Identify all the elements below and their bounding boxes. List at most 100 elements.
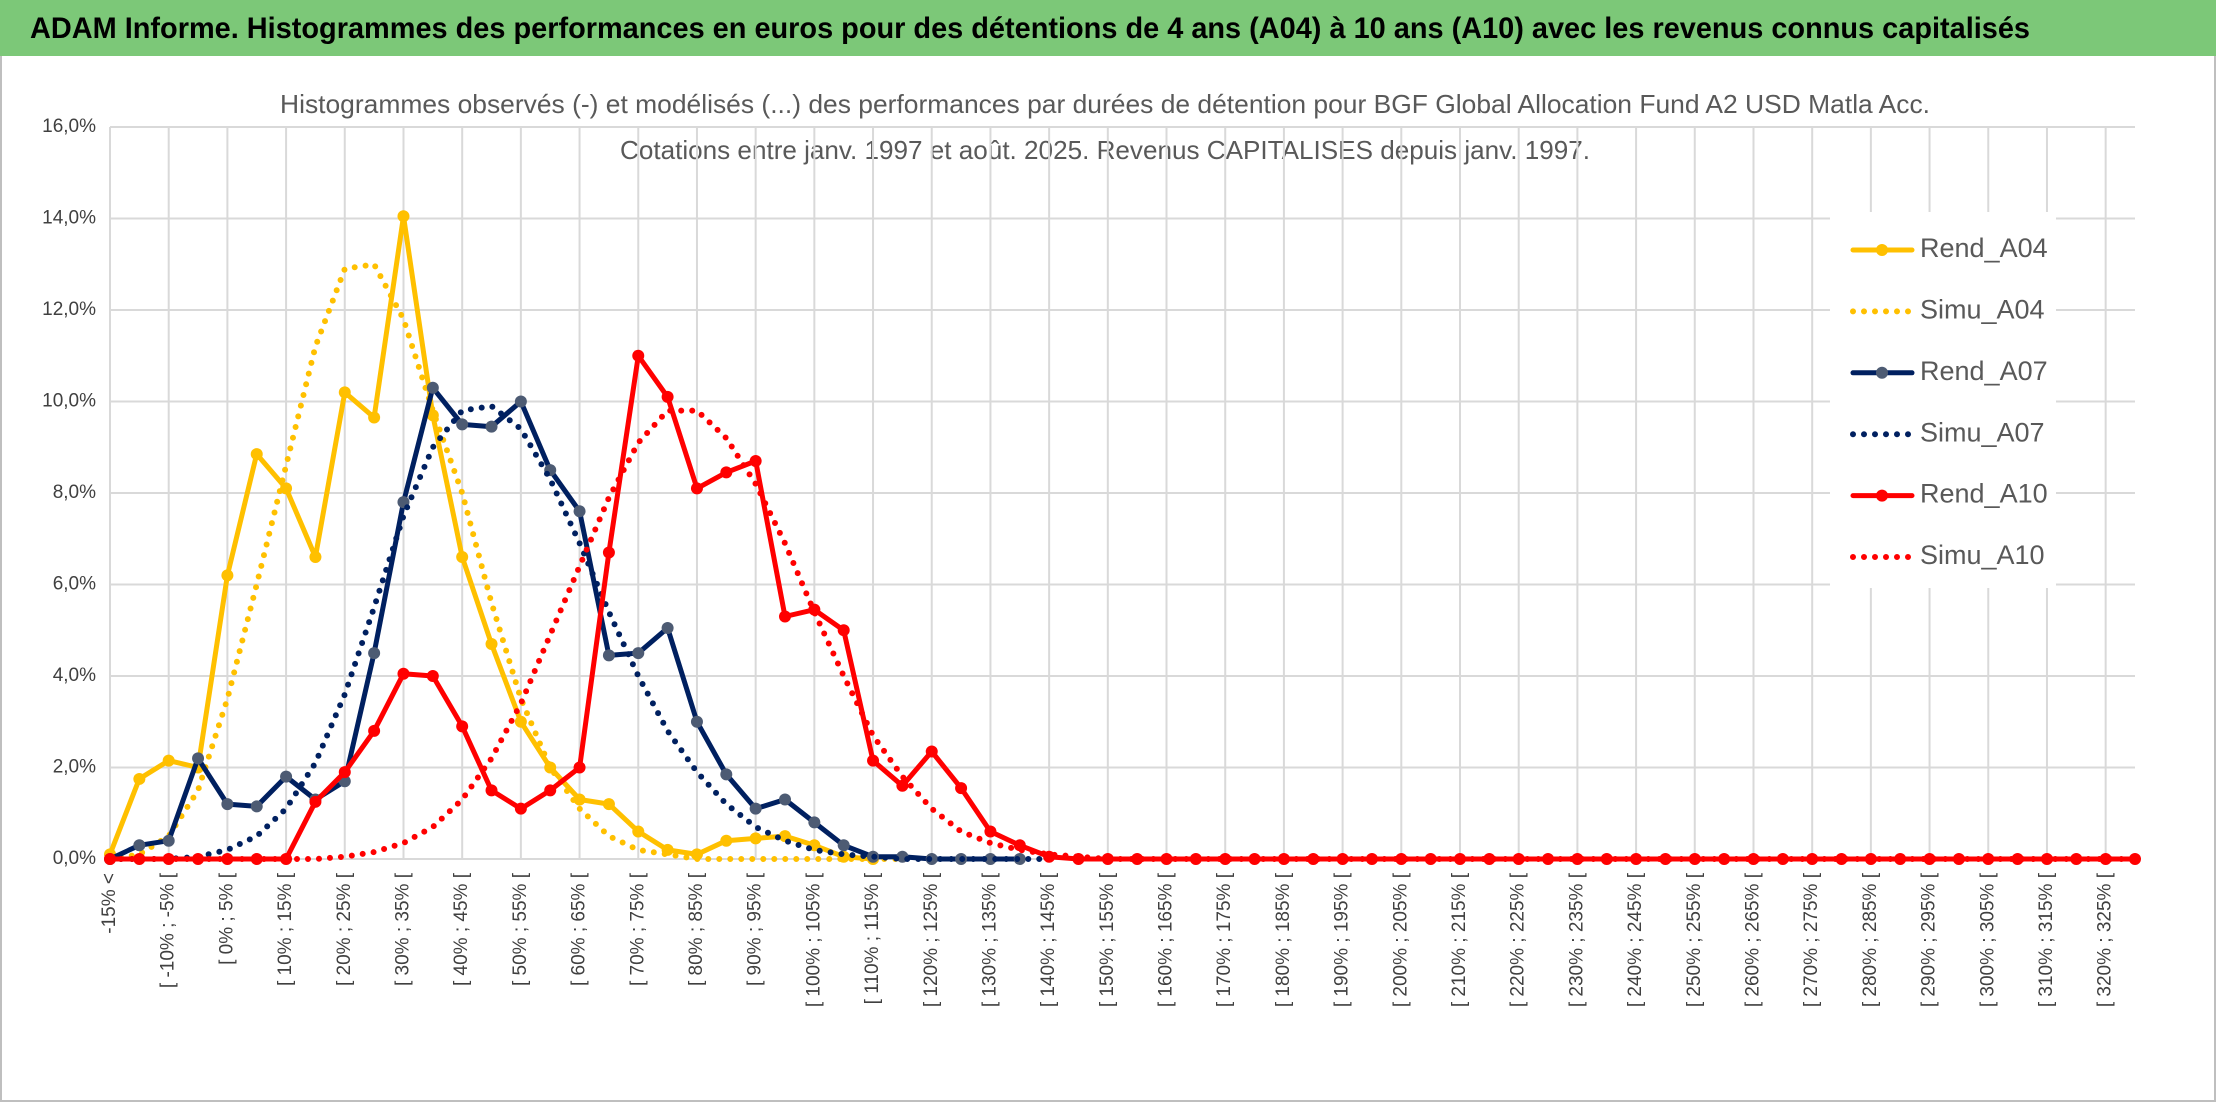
x-tick-label: [ 290% ; 295% [: [1919, 872, 1940, 1007]
series-marker: [573, 761, 586, 774]
series-marker: [162, 834, 175, 847]
series-marker: [426, 670, 439, 682]
series-marker: [309, 551, 322, 564]
x-tick-label: [ 90% ; 95% [: [745, 872, 766, 986]
series-marker: [749, 832, 762, 845]
series-marker: [1659, 853, 1672, 865]
series-marker: [280, 770, 293, 783]
series-marker: [250, 800, 263, 813]
legend-label: Simu_A10: [1920, 540, 2045, 570]
x-tick-label: [ 70% ; 75% [: [627, 872, 648, 986]
series-marker: [837, 839, 850, 852]
series-marker: [485, 784, 498, 797]
series-marker: [280, 482, 293, 495]
series-marker: [690, 482, 703, 495]
header-bar: [0, 0, 2216, 56]
plot-area: [104, 210, 2141, 865]
series-marker: [133, 839, 146, 852]
x-tick-label: [ 230% ; 235% [: [1566, 872, 1587, 1007]
series-marker: [397, 210, 410, 223]
legend-box: [1830, 212, 2056, 588]
x-tick-label: [ 320% ; 325% [: [2095, 872, 2116, 1007]
legend-marker: [1876, 244, 1888, 256]
x-tick-label: [ 270% ; 275% [: [1801, 872, 1822, 1007]
series-marker: [426, 381, 439, 394]
series-marker: [690, 715, 703, 728]
y-tick-label: 14,0%: [42, 208, 96, 229]
x-tick-label: [ 160% ; 165% [: [1156, 872, 1177, 1007]
series-marker: [867, 754, 880, 767]
series-marker: [632, 349, 645, 362]
series-marker: [632, 825, 645, 838]
series-marker: [456, 418, 469, 431]
x-tick-label: [ 210% ; 215% [: [1449, 872, 1470, 1007]
y-tick-label: 12,0%: [42, 299, 96, 320]
x-tick-label: [ 150% ; 155% [: [1097, 872, 1118, 1007]
series-marker: [1219, 853, 1232, 865]
legend-marker: [1876, 366, 1888, 379]
series-marker: [397, 667, 410, 680]
series-marker: [309, 795, 322, 808]
header-title: ADAM Informe. Histogrammes des performan…: [30, 12, 2030, 45]
legend-label: Rend_A07: [1920, 356, 2048, 386]
chart-subtitle: Cotations entre janv. 1997 et août. 2025…: [620, 135, 1590, 165]
series-marker: [1307, 853, 1320, 865]
series-marker: [1571, 853, 1584, 865]
series-marker: [133, 772, 146, 785]
y-tick-label: 0,0%: [53, 848, 96, 869]
series-marker: [1131, 853, 1144, 865]
series-marker: [338, 766, 351, 779]
series-marker: [162, 853, 175, 865]
series-marker: [2011, 853, 2024, 865]
series-marker: [925, 745, 938, 758]
x-tick-label: [ 110% ; 115% [: [862, 872, 883, 1004]
x-tick-label: [ 170% ; 175% [: [1214, 872, 1235, 1007]
y-tick-label: 6,0%: [53, 574, 96, 595]
legend-label: Rend_A10: [1920, 479, 2048, 509]
series-marker: [368, 411, 381, 424]
series-marker: [1923, 853, 1936, 865]
x-tick-label: [ 250% ; 255% [: [1684, 872, 1705, 1007]
series-marker: [514, 395, 527, 408]
x-tick-label: -15% <: [99, 873, 120, 934]
series-marker: [984, 853, 997, 865]
x-tick-label: [ 200% ; 205% [: [1390, 872, 1411, 1007]
x-tick-label: [ 80% ; 85% [: [686, 872, 707, 986]
series-marker: [749, 802, 762, 815]
series-marker: [955, 782, 968, 795]
series-marker: [485, 637, 498, 650]
series-marker: [720, 834, 733, 847]
x-tick-label: [ 10% ; 15% [: [275, 872, 296, 986]
x-tick-label: [ 130% ; 135% [: [979, 872, 1000, 1007]
x-tick-label: [ 220% ; 225% [: [1508, 872, 1529, 1007]
series-marker: [573, 793, 586, 806]
legend-label: Simu_A04: [1920, 295, 2045, 325]
series-marker: [808, 816, 821, 829]
x-tick-label: [ 100% ; 105% [: [803, 872, 824, 1007]
series-marker: [250, 853, 263, 865]
series-marker: [661, 390, 674, 403]
series-marker: [485, 420, 498, 433]
series-marker: [544, 784, 557, 797]
series-line: [107, 407, 2138, 862]
x-tick-label: [ 310% ; 315% [: [2036, 872, 2057, 1007]
series-marker: [221, 569, 234, 582]
x-tick-label: [ 180% ; 185% [: [1273, 872, 1294, 1007]
y-tick-label: 4,0%: [53, 665, 96, 686]
legend-label: Simu_A07: [1920, 417, 2045, 447]
series-line: [107, 261, 906, 862]
legend-label: Rend_A04: [1920, 233, 2048, 263]
series-marker: [749, 454, 762, 467]
legend: Rend_A04 Simu_A04 Rend_A07 Simu_A07 Rend_A10…: [1850, 233, 2048, 570]
x-tick-label: [ 50% ; 55% [: [510, 872, 531, 986]
series-marker: [779, 793, 791, 806]
y-tick-label: 8,0%: [53, 482, 96, 503]
series-marker: [602, 649, 615, 662]
x-tick-label: [ 140% ; 145% [: [1038, 872, 1059, 1007]
y-tick-label: 10,0%: [42, 391, 96, 412]
x-tick-label: [ 30% ; 35% [: [392, 872, 413, 986]
series-marker: [368, 647, 381, 660]
series-marker: [456, 720, 469, 733]
x-tick-label: [ 190% ; 195% [: [1332, 872, 1353, 1007]
